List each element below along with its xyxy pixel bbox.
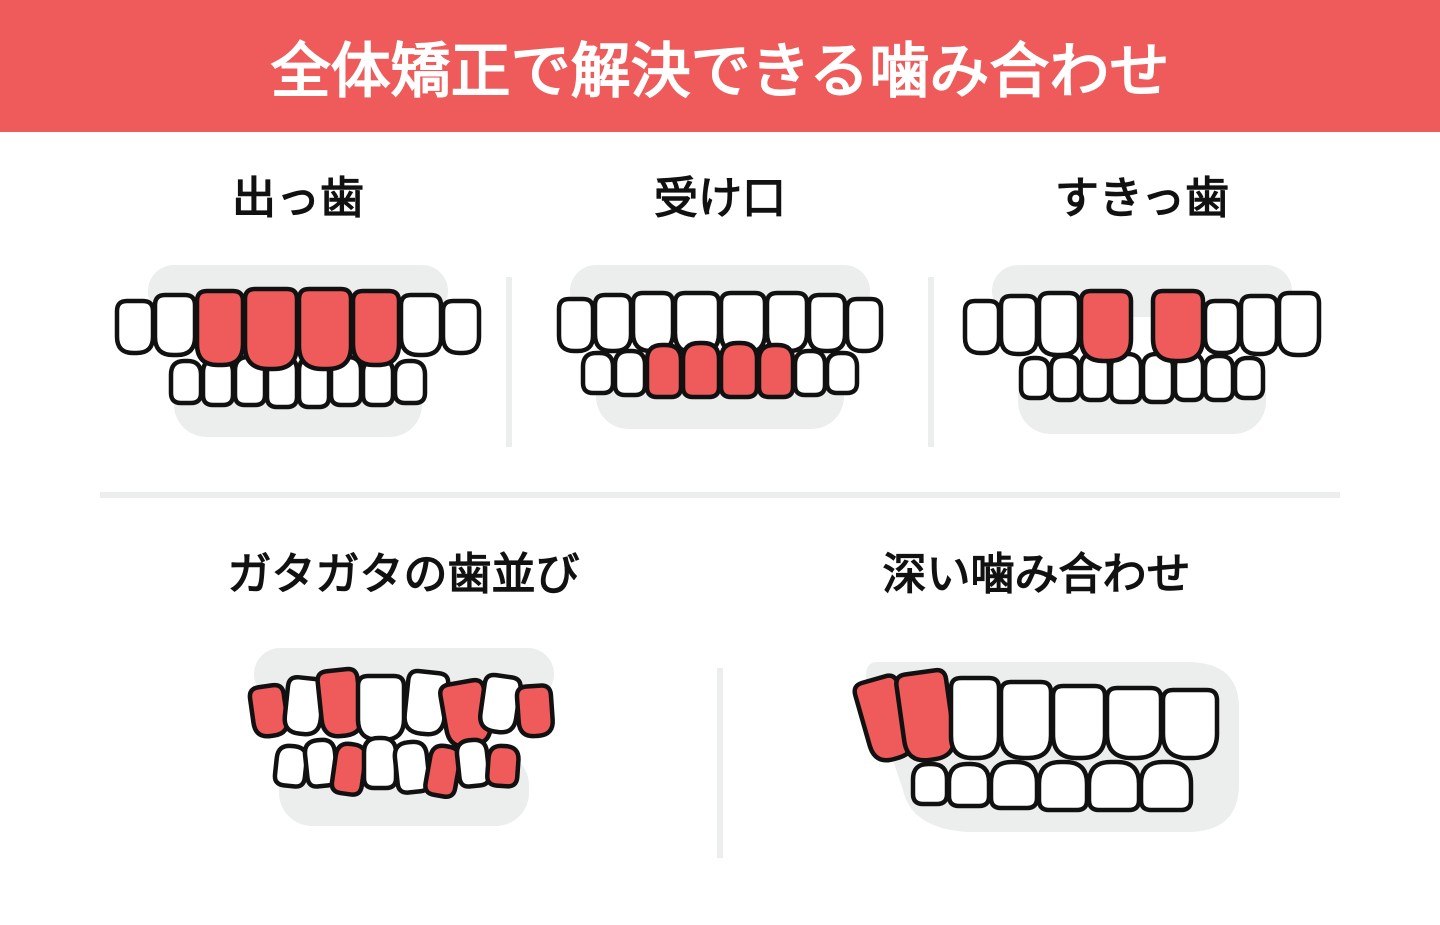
cell-deppa: 出っ歯 <box>90 162 506 478</box>
label-gatagata: ガタガタの歯並び <box>228 538 580 602</box>
cell-gatagata: ガタガタの歯並び <box>90 538 717 874</box>
label-ukeguchi: 受け口 <box>654 162 786 226</box>
teeth-fukai <box>807 614 1267 874</box>
cell-ukeguchi: 受け口 <box>512 162 928 478</box>
row-2: ガタガタの歯並び 深い噛み合わせ <box>90 538 1350 898</box>
label-fukai: 深い噛み合わせ <box>883 538 1191 602</box>
teeth-gatagata <box>194 614 614 874</box>
teeth-deppa <box>108 238 488 478</box>
teeth-ukeguchi <box>530 238 910 478</box>
diagram-grid: 出っ歯 受け口 すきっ歯 ガタガタの歯並び 深い噛み合わせ <box>0 132 1440 922</box>
label-sukippa: すきっ歯 <box>1055 162 1229 226</box>
label-deppa: 出っ歯 <box>232 162 364 226</box>
header-banner: 全体矯正で解決できる噛み合わせ <box>0 0 1440 132</box>
horizontal-divider <box>100 492 1340 498</box>
cell-fukai: 深い噛み合わせ <box>723 538 1350 874</box>
teeth-sukippa <box>952 238 1332 478</box>
cell-sukippa: すきっ歯 <box>934 162 1350 478</box>
row-1: 出っ歯 受け口 すきっ歯 <box>90 162 1350 492</box>
header-title: 全体矯正で解決できる噛み合わせ <box>271 23 1170 110</box>
